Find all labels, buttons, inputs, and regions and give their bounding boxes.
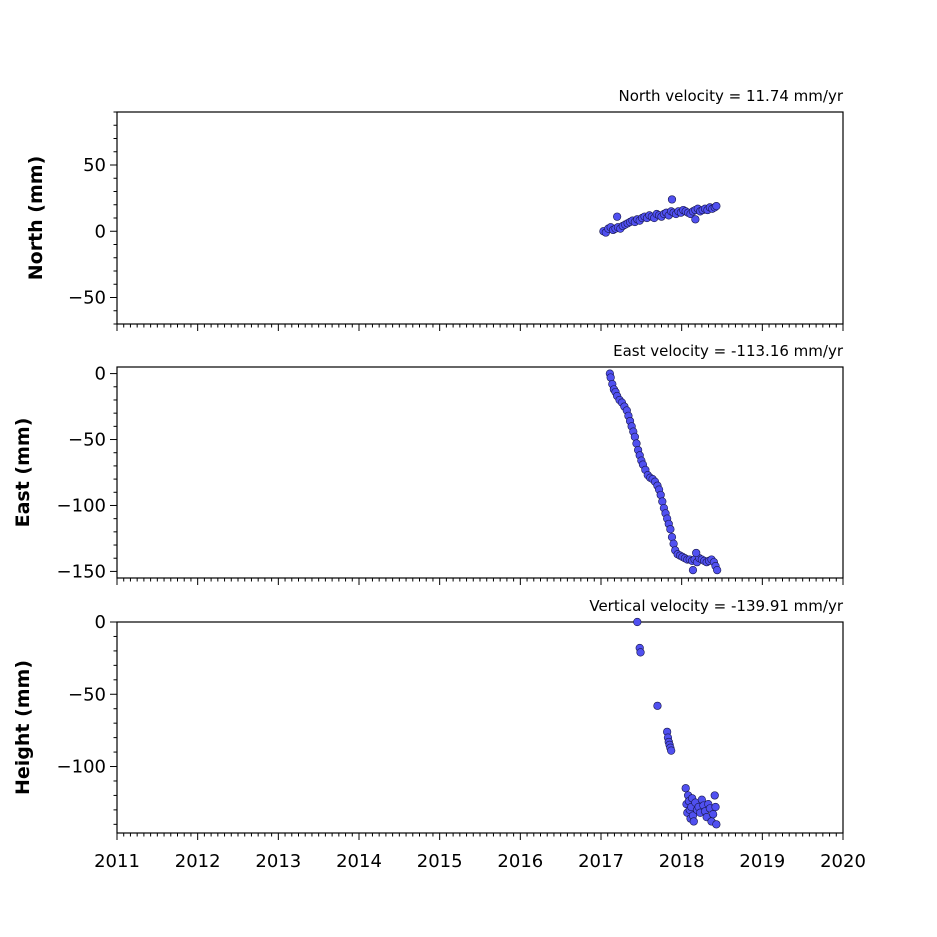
height-data-point [711, 802, 720, 812]
east-data-point [666, 525, 675, 534]
x-tick-label: 2016 [497, 851, 543, 872]
height-y-tick-label: −100 [57, 757, 106, 778]
east-y-tick-label: 0 [95, 364, 106, 385]
east-axis-label: East (mm) [12, 418, 34, 528]
height-y-tick-label: 0 [95, 612, 106, 633]
east-velocity-title: East velocity = -113.16 mm/yr [613, 342, 844, 360]
x-tick-label: 2013 [255, 851, 301, 872]
x-tick-label: 2018 [659, 851, 705, 872]
east-data-point [688, 565, 698, 575]
x-tick-label: 2015 [417, 851, 463, 872]
north-data-point [667, 195, 677, 204]
north-y-tick-label: −50 [68, 288, 106, 309]
east-y-tick-label: −150 [57, 561, 106, 582]
height-data-point [712, 820, 721, 829]
east-data-point [713, 565, 722, 575]
x-tick-label: 2014 [336, 851, 382, 872]
north-data-point [613, 212, 622, 221]
height-data-point [653, 701, 662, 710]
height-velocity-title: Vertical velocity = -139.91 mm/yr [589, 597, 843, 615]
north-data-point [691, 215, 700, 224]
x-tick-label: 2017 [578, 851, 624, 872]
east-y-tick-label: −50 [68, 430, 106, 451]
x-tick-label: 2012 [175, 851, 221, 872]
height-data-point [710, 791, 719, 800]
height-plot-frame [116, 621, 844, 834]
east-y-tick-label: −100 [57, 495, 106, 516]
height-data-point [633, 617, 642, 627]
height-data-point [689, 817, 698, 826]
north-data-point [712, 201, 721, 211]
x-tick-label: 2020 [820, 851, 866, 872]
north-axis-label: North (mm) [25, 156, 47, 281]
north-y-tick-label: 50 [83, 155, 106, 176]
height-data-point [681, 784, 690, 793]
x-tick-label: 2019 [739, 851, 785, 872]
north-plot-frame [116, 111, 844, 325]
height-data-point [709, 810, 718, 819]
north-velocity-title: North velocity = 11.74 mm/yr [619, 87, 844, 105]
x-tick-label: 2011 [94, 851, 140, 872]
east-data-point [692, 548, 701, 558]
north-y-tick-label: 0 [95, 221, 106, 242]
east-plot-frame [116, 366, 844, 579]
height-data-point [636, 648, 645, 657]
height-axis-label: Height (mm) [12, 660, 34, 795]
height-y-tick-label: −50 [68, 684, 106, 705]
height-data-point [667, 746, 676, 755]
